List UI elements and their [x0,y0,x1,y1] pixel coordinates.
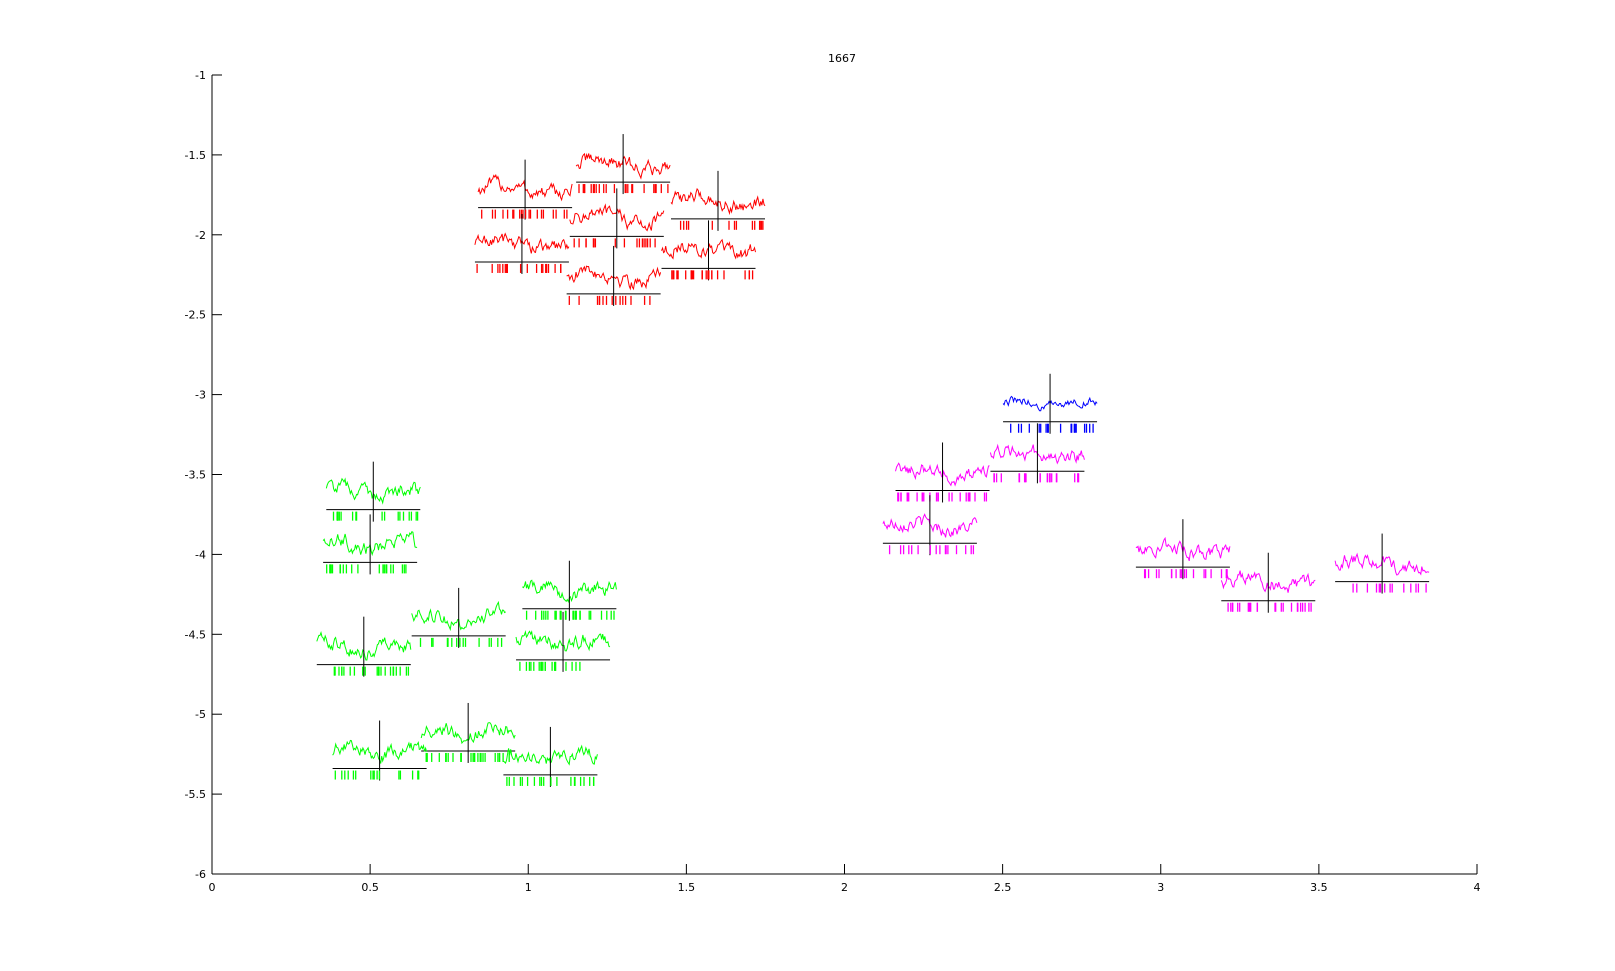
glyph-marker [1135,519,1231,580]
glyph-marker [411,587,506,648]
glyph-marker [322,514,418,575]
glyph-marker [474,213,570,274]
glyph-marker [882,495,978,556]
glyph-marker [1334,533,1430,594]
y-tick-label: -4.5 [185,628,206,641]
y-tick-label: -4 [195,548,206,561]
glyph-marker [316,616,412,677]
x-tick-label: 0.5 [361,881,379,894]
glyph-marker [989,423,1085,484]
x-tick-label: 2.5 [994,881,1012,894]
x-tick-label: 3.5 [1310,881,1328,894]
x-tick-label: 1.5 [678,881,696,894]
data-glyphs [316,134,1430,787]
y-tick-label: -5.5 [185,788,206,801]
x-tick-label: 0 [209,881,216,894]
x-tick-label: 2 [841,881,848,894]
glyph-marker [522,560,617,621]
glyph-marker [420,702,516,763]
y-tick-label: -3 [195,389,206,402]
glyph-marker [661,220,756,281]
glyph-marker [575,134,671,195]
y-tick-label: -1 [195,69,206,82]
glyph-marker [515,611,611,672]
y-tick-label: -5 [195,708,206,721]
glyph-marker [325,461,421,522]
glyph-marker [1002,373,1098,434]
glyph-marker [569,188,665,249]
glyph-marker [332,720,428,781]
y-tick-label: -3.5 [185,469,206,482]
glyph-marker [566,245,662,306]
glyph-marker [1220,552,1316,613]
axes: 0 0.5 1 1.5 2 2.5 3 3.5 4 -1 -1.5 -2 -2.5 -3 -3.5 -4 -4.… [185,69,1481,894]
y-tick-label: -6 [195,868,206,881]
y-tick-label: -1.5 [185,149,206,162]
chart-title: 1667 [828,52,856,65]
x-tick-label: 1 [525,881,532,894]
glyph-marker [477,159,573,220]
y-tick-label: -2 [195,229,206,242]
glyph-marker [670,170,766,231]
x-tick-label: 3 [1157,881,1164,894]
glyph-marker [503,726,598,787]
x-tick-label: 4 [1474,881,1481,894]
glyph-marker [895,442,990,503]
y-tick-label: -2.5 [185,309,206,322]
